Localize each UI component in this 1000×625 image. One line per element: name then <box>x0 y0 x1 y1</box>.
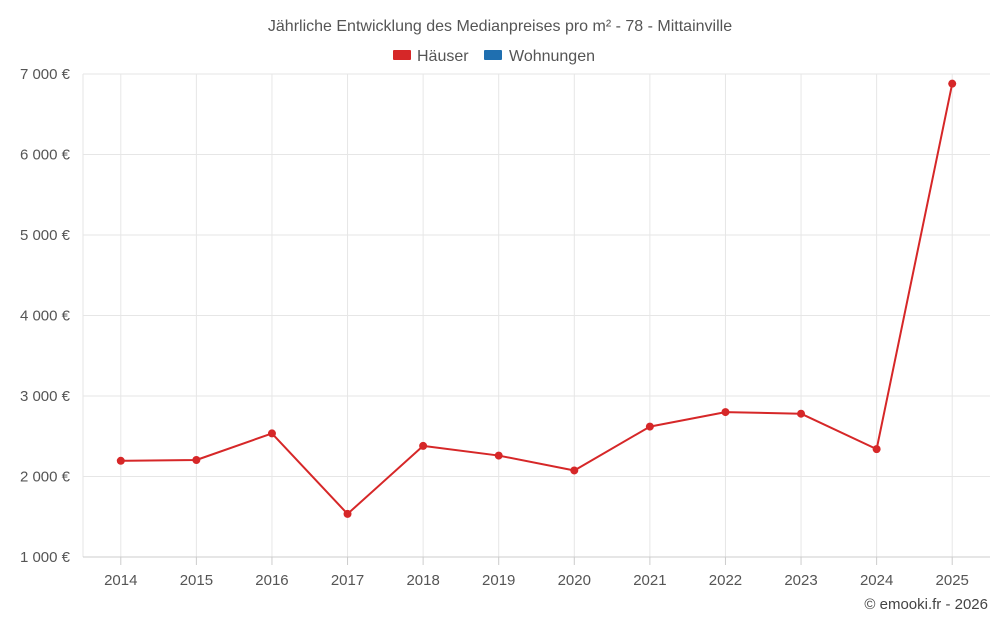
data-point-houses[interactable] <box>419 441 428 450</box>
x-tick-label: 2014 <box>104 572 137 589</box>
x-tick-label: 2015 <box>180 572 213 589</box>
legend-label-apartments[interactable]: Wohnungen <box>509 48 595 65</box>
x-tick-label: 2020 <box>558 572 591 589</box>
x-tick-label: 2021 <box>633 572 666 589</box>
data-point-houses[interactable] <box>872 445 881 454</box>
x-tick-label: 2023 <box>784 572 817 589</box>
data-point-houses[interactable] <box>343 509 352 518</box>
y-tick-label: 1 000 € <box>20 549 71 566</box>
data-point-houses[interactable] <box>948 79 957 88</box>
y-tick-label: 6 000 € <box>20 147 71 164</box>
x-tick-label: 2019 <box>482 572 515 589</box>
y-axis-labels: 1 000 € 2 000 € 3 000 € 4 000 € 5 000 € 6 000… <box>20 66 71 566</box>
x-tick-label: 2016 <box>255 572 288 589</box>
y-tick-label: 4 000 € <box>20 308 71 325</box>
legend: Häuser Wohnungen <box>393 48 595 65</box>
grid <box>82 73 990 565</box>
data-point-houses[interactable] <box>645 422 654 431</box>
data-point-houses[interactable] <box>721 408 730 417</box>
x-axis-labels: 2014 2015 2016 2017 2018 2019 2020 2021 2022 2023… <box>104 572 969 589</box>
data-point-houses[interactable] <box>797 409 806 418</box>
data-point-houses[interactable] <box>116 456 125 465</box>
x-tick-label: 2018 <box>406 572 439 589</box>
y-tick-label: 3 000 € <box>20 388 71 405</box>
x-tick-label: 2022 <box>709 572 742 589</box>
series-houses <box>116 79 957 518</box>
data-point-houses[interactable] <box>267 429 276 438</box>
series-line-houses <box>120 83 954 515</box>
y-tick-label: 7 000 € <box>20 66 71 83</box>
legend-label-houses[interactable]: Häuser <box>417 48 469 65</box>
x-tick-label: 2024 <box>860 572 893 589</box>
x-tick-label: 2017 <box>331 572 364 589</box>
chart-title: Jährliche Entwicklung des Medianpreises … <box>268 18 732 35</box>
y-tick-label: 2 000 € <box>20 469 71 486</box>
x-tick-label: 2025 <box>936 572 969 589</box>
y-tick-label: 5 000 € <box>20 227 71 244</box>
data-point-houses[interactable] <box>494 451 503 460</box>
legend-swatch-houses[interactable] <box>393 50 411 60</box>
credit-text: © emooki.fr - 2026 <box>864 596 988 613</box>
data-point-houses[interactable] <box>192 455 201 464</box>
legend-swatch-apartments[interactable] <box>484 50 502 60</box>
data-point-houses[interactable] <box>570 466 579 475</box>
